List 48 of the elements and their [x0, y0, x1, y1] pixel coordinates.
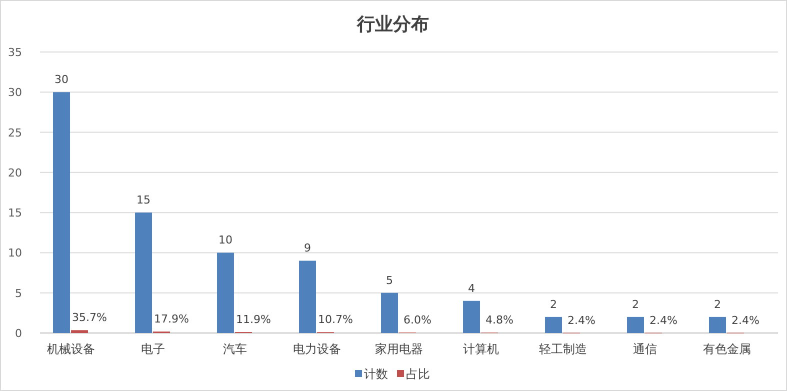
y-tick-label: 10 — [8, 246, 22, 260]
y-tick-label: 5 — [15, 286, 22, 300]
data-label: 17.9% — [154, 312, 189, 326]
bar — [709, 316, 726, 333]
x-tick-label: 有色金属 — [703, 342, 751, 356]
data-label: 6.0% — [404, 314, 432, 327]
y-tick-label: 35 — [8, 46, 22, 59]
x-tick-label: 机械设备 — [47, 342, 95, 356]
bar — [135, 212, 152, 333]
legend-label: 计数 — [364, 367, 388, 381]
data-label: 2 — [632, 298, 639, 311]
x-tick-label: 计算机 — [463, 342, 499, 356]
y-tick-label: 0 — [15, 327, 22, 340]
bar — [627, 316, 644, 333]
data-label: 5 — [386, 274, 393, 287]
data-label: 2 — [714, 298, 721, 311]
bar — [71, 330, 88, 333]
data-label: 11.9% — [236, 313, 271, 326]
data-label: 35.7% — [72, 311, 107, 324]
y-tick-label: 15 — [8, 206, 22, 220]
x-tick-label: 家用电器 — [375, 342, 423, 356]
x-tick-label: 通信 — [633, 342, 657, 356]
y-tick-label: 20 — [8, 166, 22, 180]
data-label: 2.4% — [568, 314, 596, 327]
bar — [299, 260, 316, 333]
y-tick-label: 30 — [8, 86, 22, 100]
bar — [53, 92, 70, 333]
legend-label: 占比 — [406, 367, 430, 381]
x-tick-label: 轻工制造 — [539, 342, 587, 356]
data-label: 10.7% — [318, 313, 353, 326]
data-label: 15 — [136, 194, 150, 207]
x-tick-label: 电力设备 — [293, 342, 341, 356]
data-label: 4.8% — [486, 314, 514, 327]
data-label: 2 — [550, 298, 557, 311]
y-tick-label: 25 — [8, 126, 22, 140]
chart-title: 行业分布 — [356, 14, 429, 35]
data-label: 2.4% — [650, 314, 678, 327]
x-tick-label: 电子 — [141, 342, 165, 356]
data-label: 9 — [304, 242, 311, 255]
data-label: 4 — [468, 282, 475, 295]
bar — [463, 300, 480, 333]
data-label: 10 — [218, 234, 232, 247]
bar — [381, 292, 398, 333]
bar — [217, 252, 234, 333]
x-tick-label: 汽车 — [223, 342, 247, 356]
data-label: 30 — [54, 73, 68, 86]
bar — [545, 316, 562, 333]
data-label: 2.4% — [732, 314, 760, 327]
